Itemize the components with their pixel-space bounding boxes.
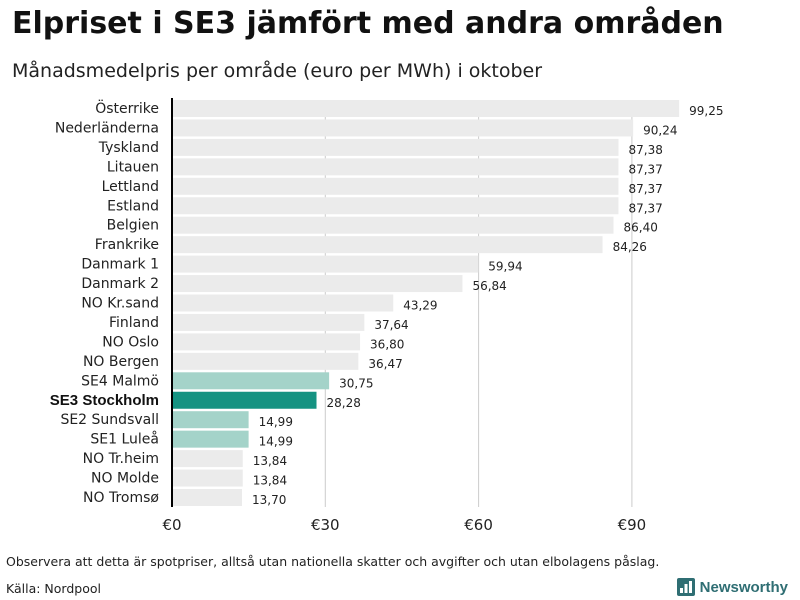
- category-label-20: NO Tromsø: [83, 490, 159, 506]
- x-tick-label-3: €90: [618, 516, 647, 534]
- bar-13: [172, 352, 359, 370]
- value-label-6: 86,40: [624, 221, 658, 235]
- value-label-9: 56,84: [472, 279, 506, 293]
- value-label-15: 28,28: [327, 396, 361, 410]
- category-label-16: SE2 Sundsvall: [60, 412, 159, 428]
- category-label-1: Nederländerna: [55, 120, 159, 136]
- bar-17: [172, 430, 249, 448]
- source-label: Källa: Nordpool: [6, 581, 101, 596]
- x-tick-label-2: €60: [464, 516, 493, 534]
- x-tick-label-1: €30: [311, 516, 340, 534]
- bar-10: [172, 294, 394, 312]
- bar-19: [172, 469, 243, 487]
- category-label-9: Danmark 2: [81, 276, 159, 292]
- bar-14: [172, 372, 330, 390]
- value-label-3: 87,37: [628, 162, 662, 176]
- value-label-10: 43,29: [403, 299, 437, 313]
- bar-16: [172, 411, 249, 429]
- chart-subtitle: Månadsmedelpris per område (euro per MWh…: [12, 60, 543, 82]
- category-label-17: SE1 Luleå: [90, 431, 159, 448]
- value-label-18: 13,84: [253, 454, 287, 468]
- value-label-7: 84,26: [613, 240, 647, 254]
- value-label-8: 59,94: [488, 260, 522, 274]
- bar-1: [172, 119, 634, 137]
- category-label-12: NO Oslo: [102, 334, 159, 350]
- value-label-1: 90,24: [643, 123, 677, 137]
- bar-0: [172, 100, 680, 117]
- value-label-14: 30,75: [339, 376, 373, 390]
- bar-9: [172, 275, 463, 293]
- value-label-20: 13,70: [252, 493, 286, 507]
- x-tick-label-0: €0: [162, 516, 181, 534]
- value-label-4: 87,37: [628, 182, 662, 196]
- bar-8: [172, 255, 479, 273]
- bar-20: [172, 489, 243, 506]
- footnote: Observera att detta är spotpriser, allts…: [6, 554, 660, 569]
- category-label-10: NO Kr.sand: [81, 296, 159, 312]
- category-label-6: Belgien: [107, 218, 159, 234]
- bar-3: [172, 158, 619, 176]
- category-label-19: NO Molde: [91, 471, 159, 487]
- value-label-12: 36,80: [370, 337, 404, 351]
- brand-name: Newsworthy: [699, 578, 788, 596]
- bar-15: [172, 391, 317, 409]
- value-label-17: 14,99: [259, 435, 293, 449]
- category-label-4: Lettland: [102, 179, 159, 195]
- bar-6: [172, 216, 614, 234]
- bar-18: [172, 450, 243, 468]
- bar-chart: 99,25 Österrike 90,24 Nederländerna 87,38 Tys…: [50, 98, 724, 534]
- chart-title: Elpriset i SE3 jämfört med andra områden: [12, 6, 724, 41]
- category-label-13: NO Bergen: [83, 354, 159, 370]
- category-label-0: Österrike: [95, 99, 159, 117]
- bar-12: [172, 333, 361, 351]
- value-label-11: 37,64: [374, 318, 408, 332]
- category-label-7: Frankrike: [95, 237, 159, 253]
- value-label-2: 87,38: [629, 143, 663, 157]
- category-label-11: Finland: [109, 315, 159, 331]
- category-label-14: SE4 Malmö: [81, 373, 159, 389]
- category-label-18: NO Tr.heim: [83, 451, 159, 467]
- bar-5: [172, 197, 619, 215]
- bar-4: [172, 177, 619, 195]
- value-label-0: 99,25: [689, 104, 723, 118]
- category-label-15: SE3 Stockholm: [50, 392, 159, 409]
- value-label-13: 36,47: [368, 357, 402, 371]
- newsworthy-logo-icon: [676, 578, 695, 596]
- bar-7: [172, 236, 603, 254]
- category-label-3: Litauen: [107, 159, 159, 175]
- value-label-5: 87,37: [628, 201, 662, 215]
- bar-2: [172, 138, 619, 156]
- bar-11: [172, 313, 365, 331]
- value-label-19: 13,84: [253, 474, 287, 488]
- value-label-16: 14,99: [259, 415, 293, 429]
- brand-logo: Newsworthy: [676, 578, 788, 596]
- category-label-2: Tyskland: [98, 140, 159, 156]
- category-label-5: Estland: [107, 198, 159, 214]
- category-label-8: Danmark 1: [81, 257, 159, 273]
